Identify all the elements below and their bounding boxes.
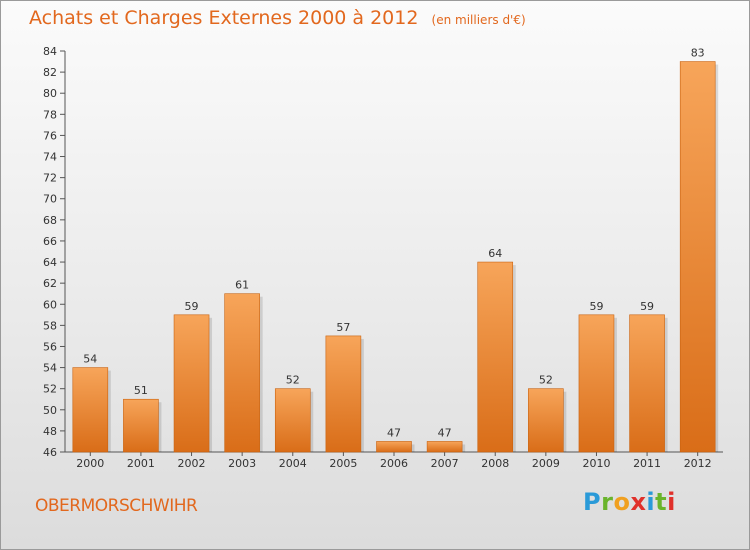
y-tick-label: 58	[43, 319, 57, 332]
y-tick-label: 82	[43, 66, 57, 79]
data-label: 47	[438, 426, 452, 439]
logo-letter: o	[613, 488, 631, 516]
data-label: 59	[589, 300, 603, 313]
logo-letter: i	[646, 488, 656, 516]
y-tick-label: 56	[43, 340, 57, 353]
data-label: 52	[286, 374, 300, 387]
y-tick-label: 54	[43, 362, 57, 375]
data-label: 59	[185, 300, 199, 313]
bar	[274, 388, 311, 453]
y-tick-label: 64	[43, 256, 57, 269]
logo-letter: r	[601, 488, 614, 516]
x-tick-label: 2003	[228, 457, 256, 470]
x-tick-label: 2011	[633, 457, 661, 470]
bar	[224, 293, 260, 453]
bar	[679, 61, 716, 453]
logo-letter: i	[667, 488, 676, 516]
x-tick-label: 2010	[582, 457, 610, 470]
x-tick-label: 2012	[684, 457, 712, 470]
y-tick-label: 78	[43, 108, 57, 121]
x-tick-label: 2006	[380, 457, 408, 470]
y-tick-label: 70	[43, 193, 57, 206]
bar	[578, 314, 615, 453]
chart-title-block: Achats et Charges Externes 2000 à 2012 (…	[29, 7, 526, 29]
x-tick-label: 2001	[127, 457, 155, 470]
logo-letter: x	[630, 488, 647, 516]
y-tick-label: 84	[43, 45, 57, 58]
y-tick-label: 52	[43, 383, 57, 396]
y-tick-label: 60	[43, 298, 57, 311]
y-tick-label: 72	[43, 172, 57, 185]
bar	[376, 441, 412, 453]
logo-letter: t	[655, 488, 668, 516]
x-tick-label: 2007	[431, 457, 459, 470]
commune-name: OBERMORSCHWIHR	[35, 496, 198, 516]
logo-letter: P	[583, 488, 602, 516]
data-label: 64	[488, 247, 502, 260]
x-tick-label: 2009	[532, 457, 560, 470]
bar	[629, 314, 665, 453]
bar	[477, 261, 514, 453]
x-tick-label: 2008	[481, 457, 509, 470]
x-tick-label: 2000	[76, 457, 104, 470]
y-tick-label: 76	[43, 129, 57, 142]
x-tick-label: 2005	[329, 457, 357, 470]
chart-unit: (en milliers d'€)	[431, 13, 526, 27]
proxiti-logo: Proxiti	[583, 488, 676, 516]
x-tick-label: 2002	[178, 457, 206, 470]
data-label: 51	[134, 384, 148, 397]
bar	[426, 441, 463, 453]
chart-title: Achats et Charges Externes 2000 à 2012	[29, 7, 419, 29]
y-tick-label: 46	[43, 446, 57, 459]
y-tick-label: 74	[43, 151, 57, 164]
y-tick-label: 80	[43, 87, 57, 100]
data-label: 52	[539, 374, 553, 387]
y-tick-label: 48	[43, 425, 57, 438]
x-tick-label: 2004	[279, 457, 307, 470]
data-label: 83	[691, 47, 705, 60]
data-label: 59	[640, 300, 654, 313]
y-tick-label: 62	[43, 277, 57, 290]
data-label: 54	[83, 353, 97, 366]
data-label: 47	[387, 426, 401, 439]
bar	[123, 398, 159, 453]
y-tick-label: 50	[43, 404, 57, 417]
y-tick-label: 68	[43, 214, 57, 227]
data-label: 57	[336, 321, 350, 334]
data-label: 61	[235, 279, 249, 292]
bar	[325, 335, 362, 453]
y-tick-label: 66	[43, 235, 57, 248]
bar	[173, 314, 210, 453]
bar	[72, 367, 109, 453]
bar	[528, 388, 564, 453]
